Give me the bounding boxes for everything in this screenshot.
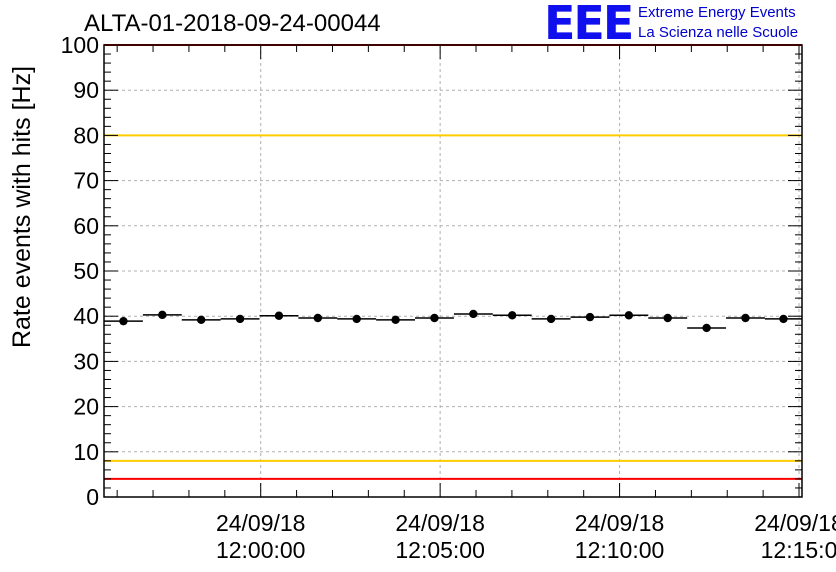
- logo-line-1: Extreme Energy Events: [638, 4, 796, 21]
- data-point: [624, 311, 634, 320]
- y-tick-label: 60: [73, 213, 99, 239]
- run-title: ALTA-01-2018-09-24-00044: [84, 10, 381, 37]
- y-tick-label: 10: [73, 439, 99, 465]
- y-tick-label: 80: [73, 122, 99, 148]
- data-point: [391, 315, 400, 325]
- y-tick-label: 70: [73, 168, 99, 194]
- x-tick-date: 24/09/18: [216, 510, 306, 536]
- eee-logo: EEE Extreme Energy Events La Scienza nel…: [544, 0, 836, 50]
- x-tick-time: 12:05:00: [395, 537, 485, 563]
- y-tick-label: 30: [73, 348, 99, 374]
- axes: 010203040506070809010024/09/1812:00:0024…: [61, 32, 836, 563]
- data-point: [235, 314, 245, 324]
- y-axis-label: Rate events with hits [Hz]: [8, 66, 36, 348]
- x-tick-time: 12:10:00: [575, 537, 665, 563]
- eee-logo-mark: EEE: [544, 0, 634, 50]
- x-tick-date: 24/09/18: [395, 510, 485, 536]
- x-tick-time: 12:00:00: [216, 537, 306, 563]
- y-tick-label: 0: [86, 484, 99, 510]
- data-point: [313, 313, 323, 323]
- data-point: [663, 313, 672, 323]
- data-point: [469, 309, 478, 319]
- data-point: [196, 315, 206, 325]
- data-point: [119, 316, 128, 326]
- data-point: [779, 314, 788, 324]
- data-points: [104, 309, 802, 333]
- y-tick-label: 40: [73, 303, 99, 329]
- data-point: [274, 311, 284, 320]
- grid-layer: [104, 45, 802, 497]
- data-point: [430, 313, 439, 323]
- y-tick-label: 90: [73, 77, 99, 103]
- y-tick-label: 50: [73, 258, 99, 284]
- y-tick-label: 20: [73, 394, 99, 420]
- x-tick-time: 12:15:0: [761, 537, 836, 563]
- data-point: [741, 313, 750, 323]
- data-point: [585, 312, 595, 322]
- data-point: [158, 310, 167, 320]
- data-point: [508, 311, 517, 320]
- y-tick-label: 100: [61, 32, 99, 58]
- data-point: [702, 323, 711, 333]
- data-point: [546, 314, 556, 324]
- reference-lines: [104, 44, 802, 480]
- x-tick-date: 24/09/18: [754, 510, 836, 536]
- data-point: [352, 314, 361, 324]
- logo-line-2: La Scienza nelle Scuole: [638, 24, 799, 41]
- x-tick-date: 24/09/18: [575, 510, 665, 536]
